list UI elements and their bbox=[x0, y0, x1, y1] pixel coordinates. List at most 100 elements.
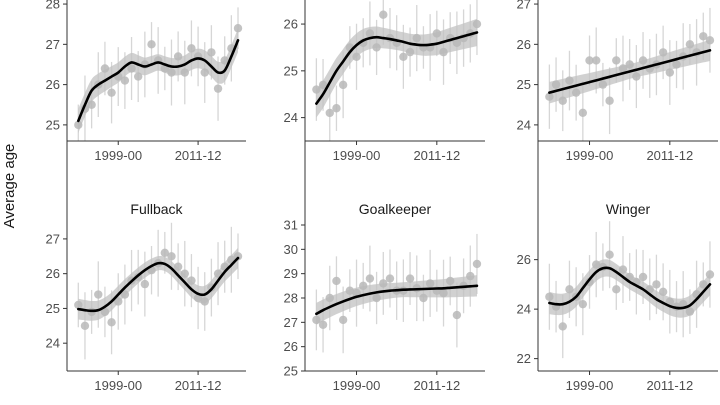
data-point bbox=[134, 72, 143, 81]
data-point bbox=[193, 293, 203, 303]
y-axis-title: Average age bbox=[1, 144, 18, 229]
data-point bbox=[612, 56, 621, 65]
data-point bbox=[318, 320, 328, 329]
plot-area bbox=[312, 0, 482, 141]
data-point bbox=[114, 297, 123, 306]
data-point bbox=[187, 44, 196, 53]
data-point bbox=[365, 274, 375, 283]
data-point bbox=[419, 293, 428, 303]
data-point bbox=[472, 259, 482, 269]
y-tick-label: 27 bbox=[517, 0, 531, 12]
data-point bbox=[359, 281, 368, 291]
panel-5: 25 26 27 28 29 30 31 1999-00 2011-12 Goalkeeper bbox=[284, 0, 485, 393]
panel-6: 22 24 26 1999-00 2011-12 Winger bbox=[517, 0, 718, 393]
x-tick-label: 1999-00 bbox=[566, 378, 614, 393]
y-tick-label: 27 bbox=[46, 37, 60, 52]
data-point bbox=[705, 270, 715, 279]
y-tick-label: 29 bbox=[284, 266, 298, 281]
data-point bbox=[432, 29, 442, 38]
data-point bbox=[618, 64, 628, 73]
data-point bbox=[107, 318, 116, 327]
y-tick-label: 27 bbox=[284, 315, 298, 330]
x-tick-label: 1999-00 bbox=[333, 378, 381, 393]
y-tick-label: 31 bbox=[284, 218, 298, 233]
data-point bbox=[658, 48, 668, 57]
x-tick-label: 2011-12 bbox=[413, 148, 460, 163]
data-point bbox=[187, 276, 196, 285]
y-tick-label: 25 bbox=[46, 301, 60, 316]
data-point bbox=[127, 64, 136, 73]
data-point bbox=[325, 108, 334, 118]
data-point bbox=[207, 48, 216, 57]
data-point bbox=[318, 80, 328, 90]
data-point bbox=[705, 36, 715, 45]
data-point bbox=[685, 40, 695, 49]
data-point bbox=[625, 60, 634, 69]
x-tick-label: 2011-12 bbox=[646, 148, 693, 163]
data-point bbox=[180, 269, 189, 278]
data-point bbox=[405, 47, 415, 57]
data-point bbox=[658, 287, 668, 297]
panel-title: Winger bbox=[606, 201, 651, 217]
y-tick-label: 26 bbox=[517, 252, 531, 267]
y-tick-label: 25 bbox=[284, 364, 298, 379]
plot-area bbox=[312, 233, 482, 354]
data-point bbox=[167, 68, 176, 77]
data-point bbox=[173, 52, 183, 61]
data-point bbox=[578, 108, 588, 118]
x-tick-label: 2011-12 bbox=[175, 378, 222, 393]
data-point bbox=[571, 88, 581, 97]
x-tick-label: 1999-00 bbox=[94, 148, 142, 163]
data-point bbox=[87, 100, 96, 109]
data-point bbox=[200, 68, 209, 77]
y-tick-label: 24 bbox=[46, 336, 60, 351]
y-tick-label: 30 bbox=[284, 242, 298, 257]
data-point bbox=[405, 274, 415, 283]
data-point bbox=[385, 274, 395, 283]
data-point bbox=[699, 32, 708, 41]
smooth-line bbox=[77, 256, 240, 313]
data-point bbox=[332, 276, 341, 286]
data-point bbox=[338, 315, 348, 325]
data-point bbox=[372, 293, 381, 303]
y-tick-label: 25 bbox=[46, 117, 60, 132]
data-point bbox=[558, 96, 567, 105]
smooth-line bbox=[548, 266, 712, 310]
data-point bbox=[425, 279, 435, 288]
data-point bbox=[685, 307, 695, 316]
plot-area bbox=[74, 222, 243, 360]
x-tick-label: 2011-12 bbox=[175, 148, 222, 163]
data-point bbox=[220, 56, 229, 65]
data-point bbox=[652, 280, 661, 289]
data-point bbox=[140, 279, 150, 289]
y-tick-label: 22 bbox=[517, 351, 531, 366]
data-point bbox=[638, 56, 648, 65]
data-point bbox=[452, 38, 462, 47]
y-tick-label: 27 bbox=[46, 231, 60, 246]
data-point bbox=[94, 290, 103, 299]
data-point bbox=[332, 104, 341, 113]
data-point bbox=[585, 56, 594, 65]
panel-4: 24 25 26 27 1999-00 2011-12 Fullback bbox=[46, 0, 246, 393]
y-tick-label: 26 bbox=[46, 266, 60, 281]
plot-area bbox=[545, 221, 715, 359]
data-point bbox=[147, 40, 156, 49]
y-tick-label: 28 bbox=[46, 0, 60, 12]
data-point bbox=[592, 260, 601, 269]
smooth-line bbox=[315, 31, 479, 105]
data-point bbox=[399, 52, 408, 62]
data-point bbox=[312, 315, 321, 325]
data-point bbox=[439, 47, 448, 57]
data-point bbox=[632, 72, 641, 81]
data-point bbox=[213, 84, 223, 93]
y-tick-label: 26 bbox=[517, 37, 531, 52]
data-point bbox=[338, 80, 348, 90]
data-point bbox=[605, 96, 614, 105]
data-point bbox=[665, 297, 675, 306]
data-point bbox=[699, 280, 708, 289]
y-tick-label: 24 bbox=[517, 302, 531, 317]
data-point bbox=[180, 68, 189, 77]
data-point bbox=[107, 88, 116, 97]
data-point bbox=[618, 265, 628, 274]
data-point bbox=[551, 80, 561, 89]
